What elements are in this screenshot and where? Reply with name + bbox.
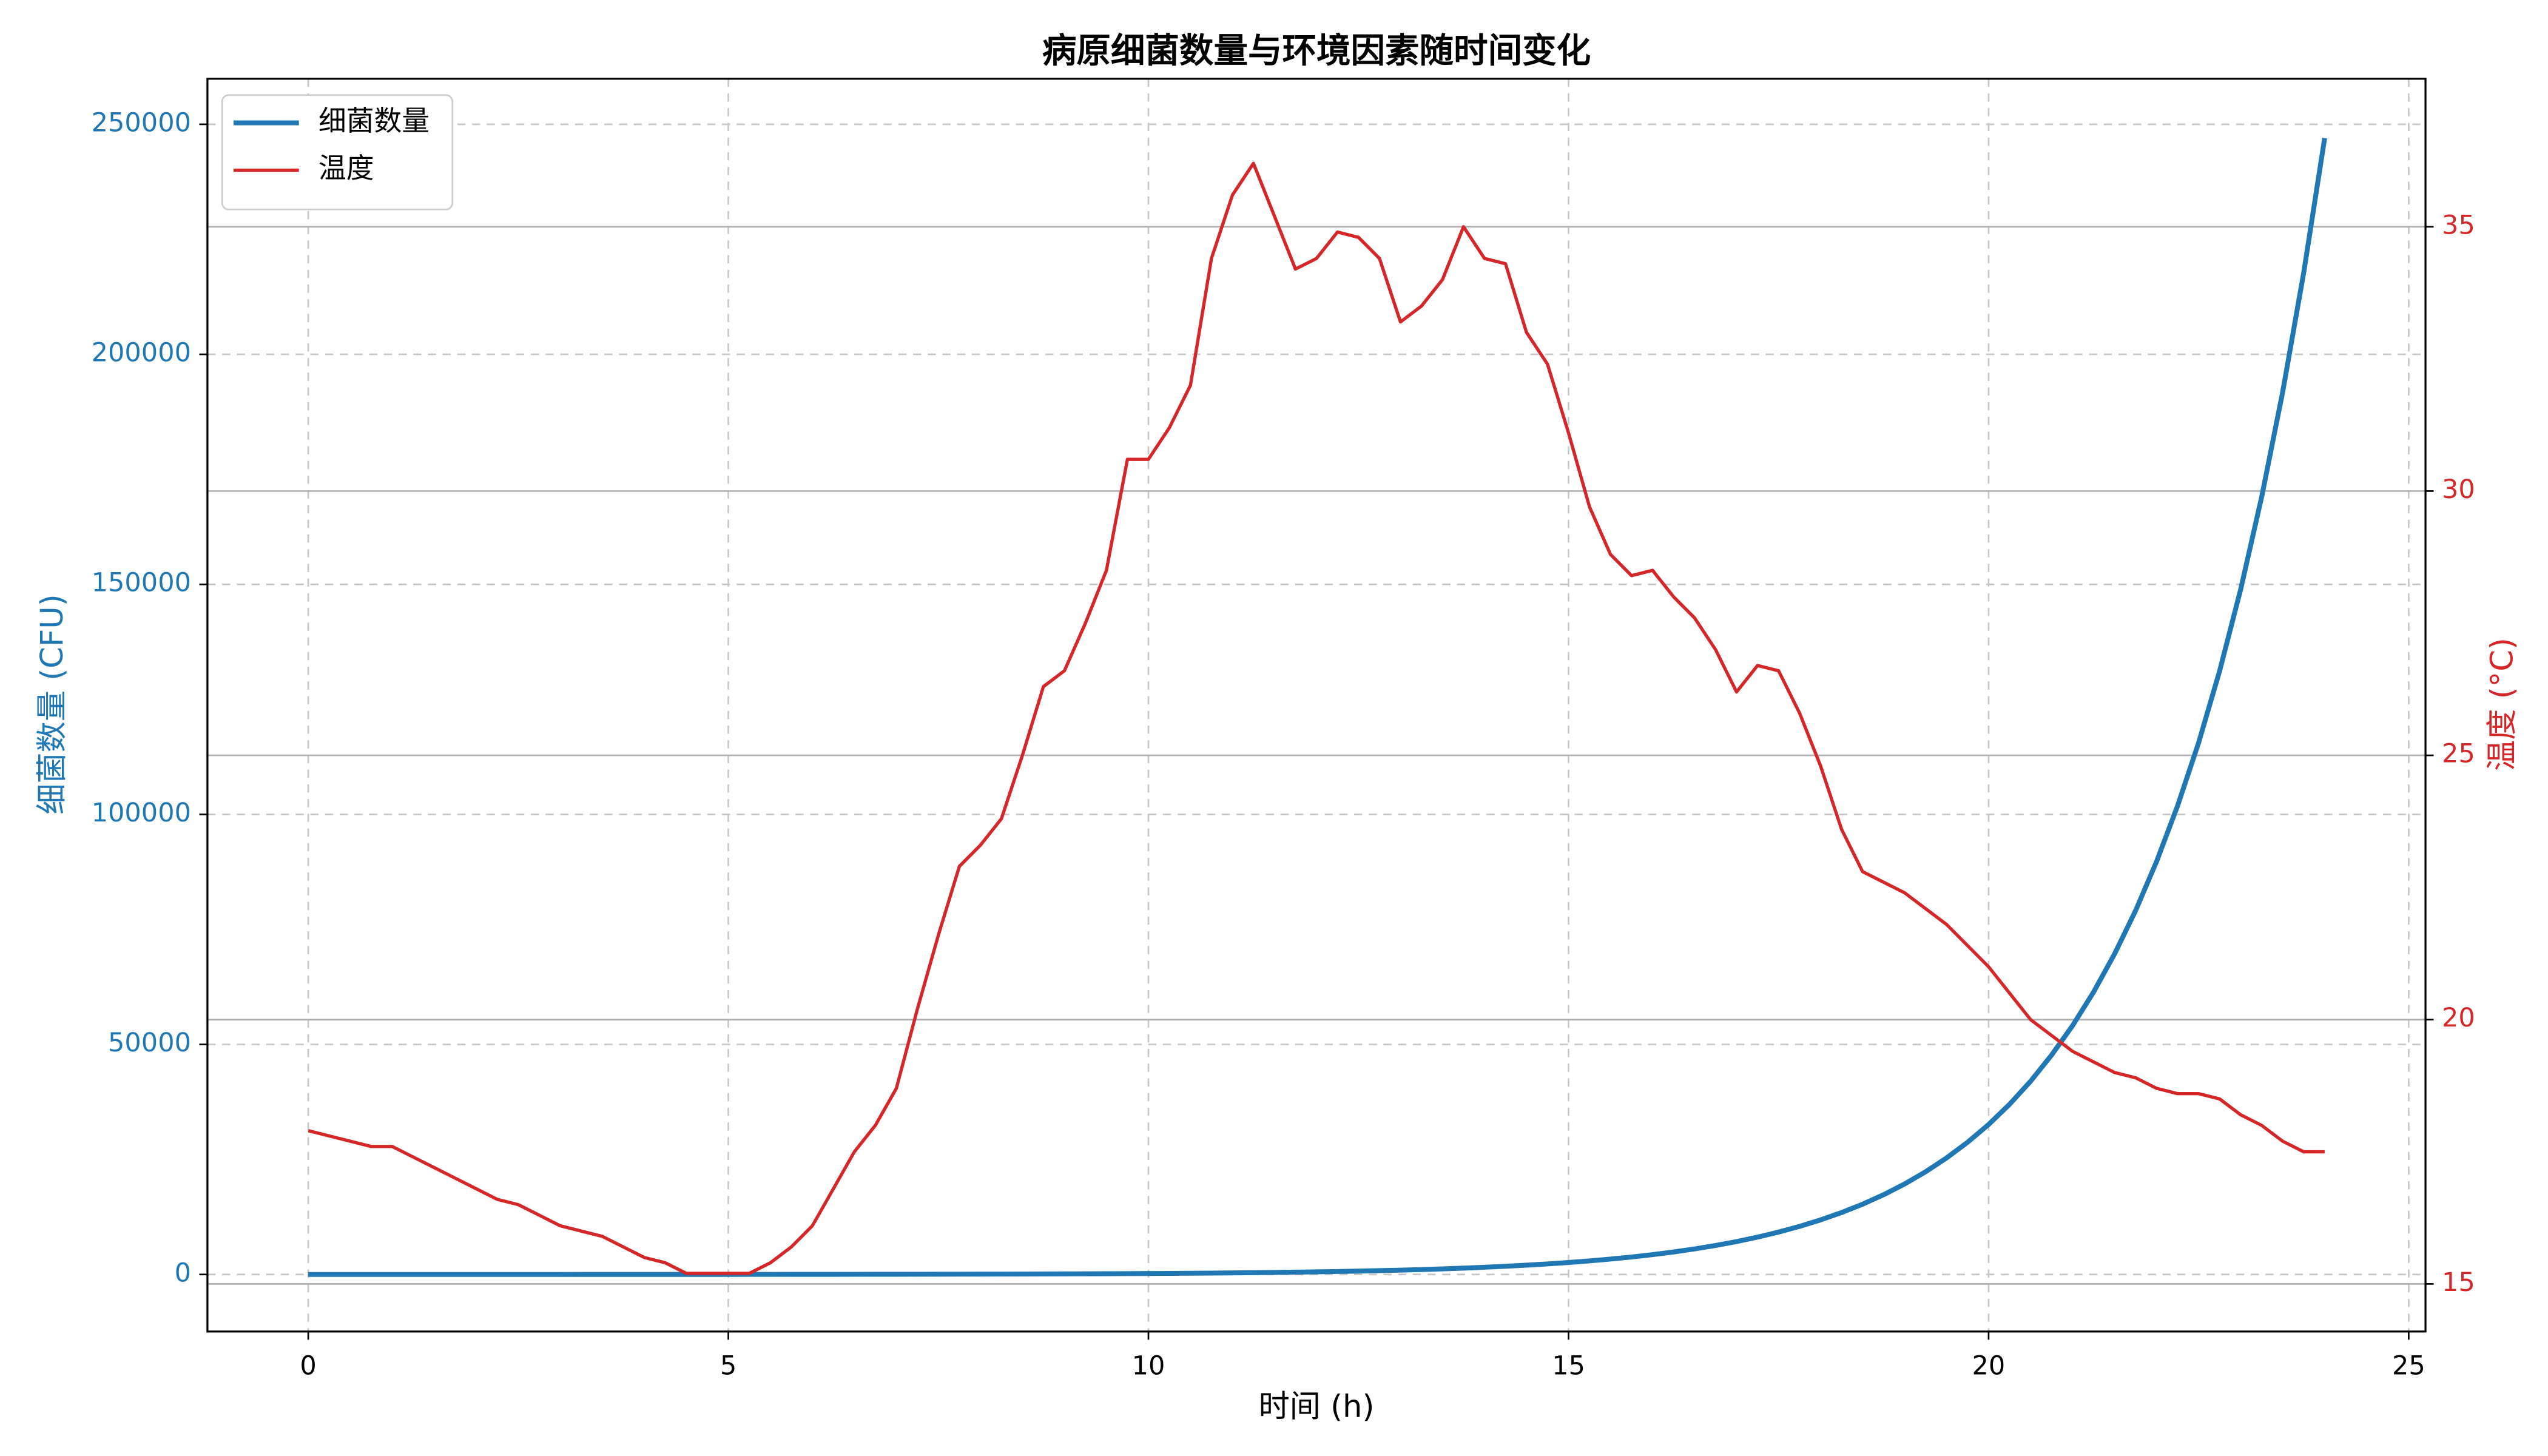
x-tick-label: 0 [300,1351,316,1381]
x-axis-label: 时间 (h) [1259,1389,1375,1424]
y2-tick-label: 15 [2442,1267,2475,1298]
y-tick-label: 100000 [92,798,191,828]
y-tick-label: 250000 [92,107,191,138]
x-tick-label: 20 [1972,1351,2006,1381]
x-tick-label: 5 [720,1351,736,1381]
x-tick-label: 10 [1132,1351,1165,1381]
y2-tick-label: 35 [2442,210,2475,240]
x-tick-label: 15 [1552,1351,1585,1381]
y2-tick-label: 25 [2442,739,2475,769]
legend-label: 温度 [318,152,374,184]
plot-frame [206,78,2427,1333]
series-line [308,161,2325,1275]
legend-label: 细菌数量 [318,105,430,137]
y-tick-label: 50000 [108,1028,191,1058]
y-tick-label: 0 [175,1258,191,1288]
y-tick-label: 200000 [92,338,191,368]
y2-tick-label: 20 [2442,1003,2475,1033]
y-axis-label: 细菌数量 (CFU) [35,594,70,814]
y-tick-label: 150000 [92,568,191,598]
series-line [308,138,2327,1277]
y2-axis-label: 温度 (°C) [2484,638,2520,771]
y2-tick-label: 30 [2442,474,2475,505]
chart-title: 病原细菌数量与环境因素随时间变化 [1042,31,1591,70]
x-tick-label: 25 [2392,1351,2425,1381]
